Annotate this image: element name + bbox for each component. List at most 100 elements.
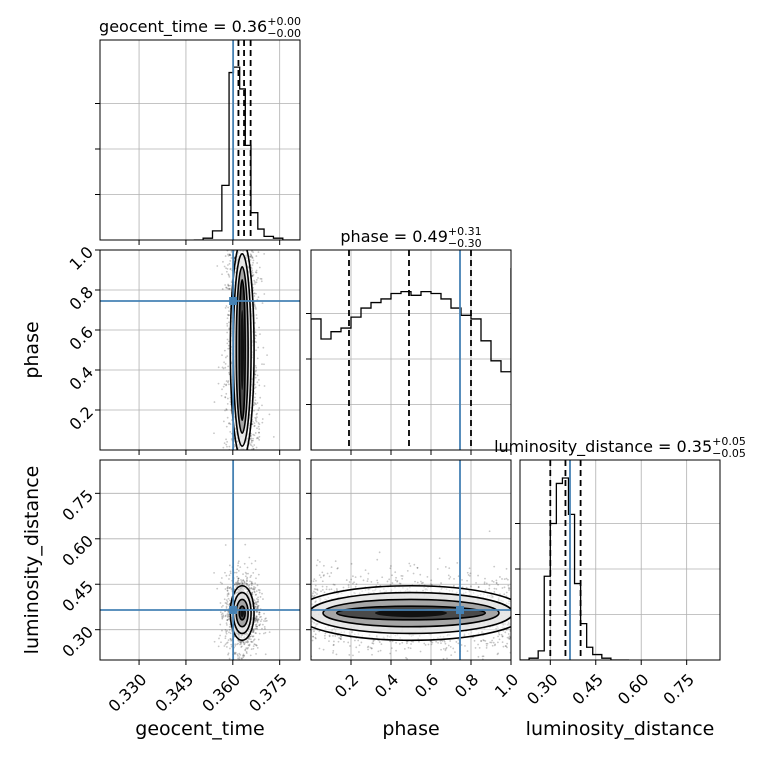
sample-point — [250, 434, 252, 437]
sample-point — [389, 652, 392, 655]
sample-point — [224, 544, 227, 546]
sample-point — [258, 624, 261, 627]
density-core — [375, 608, 447, 618]
sample-point — [316, 589, 319, 592]
sample-point — [224, 614, 227, 617]
sample-point — [257, 596, 259, 599]
sample-point — [480, 640, 483, 642]
sample-point — [226, 629, 228, 632]
sample-point — [260, 615, 262, 618]
sample-point — [255, 644, 258, 647]
sample-point — [353, 581, 356, 584]
sample-point — [227, 306, 230, 309]
sample-point — [226, 615, 229, 617]
sample-point — [216, 587, 219, 590]
sample-point — [225, 642, 228, 645]
sample-point — [255, 271, 258, 274]
sample-point — [221, 388, 223, 391]
sample-point — [220, 606, 223, 608]
sample-point — [323, 634, 326, 637]
sample-point — [255, 618, 258, 621]
sample-point — [261, 404, 263, 407]
sample-point — [321, 589, 324, 591]
sample-point — [369, 646, 372, 649]
sample-point — [216, 265, 219, 267]
sample-point — [253, 629, 255, 632]
sample-point — [236, 653, 239, 656]
sample-point — [224, 306, 227, 309]
sample-point — [332, 583, 335, 586]
sample-point — [257, 613, 260, 616]
sample-point — [389, 565, 392, 567]
sample-point — [247, 644, 250, 647]
sample-point — [222, 604, 224, 607]
sample-point — [453, 577, 455, 580]
sample-point — [406, 569, 409, 572]
sample-point — [250, 640, 253, 643]
sample-point — [254, 399, 257, 402]
sample-point — [255, 623, 258, 626]
sample-point — [499, 576, 501, 578]
sample-point — [372, 642, 375, 645]
sample-point — [229, 637, 232, 640]
sample-point — [226, 331, 229, 334]
sample-point — [495, 579, 498, 582]
sample-point — [251, 640, 254, 643]
sample-point — [332, 650, 335, 652]
y-ticks-phase-c0: 0.2 0.4 0.6 0.8 1.0 — [66, 243, 100, 434]
sample-point — [251, 591, 253, 594]
sample-point — [221, 273, 223, 276]
sample-point — [253, 424, 256, 427]
sample-point — [440, 582, 442, 584]
sample-point — [248, 556, 251, 559]
sample-point — [227, 652, 230, 655]
sample-point — [250, 437, 252, 440]
sample-point — [238, 656, 241, 659]
sample-point — [250, 641, 253, 643]
sample-point — [257, 437, 260, 440]
sample-point — [254, 632, 257, 634]
sample-point — [227, 422, 230, 425]
sample-point — [228, 603, 231, 606]
sample-point — [237, 639, 240, 642]
sample-point — [396, 579, 399, 582]
sample-point — [255, 619, 258, 621]
sample-point — [485, 642, 488, 645]
sample-point — [256, 619, 259, 622]
sample-point — [252, 629, 254, 632]
hist-frame-luminosity_distance — [519, 459, 721, 661]
sample-point — [249, 635, 252, 638]
y-tick-label: 0.30 — [58, 622, 97, 661]
sample-point — [423, 642, 426, 645]
sample-point — [227, 344, 230, 347]
sample-point — [447, 574, 450, 577]
sample-point — [239, 641, 242, 644]
sample-point — [412, 572, 415, 575]
sample-point — [257, 379, 260, 381]
sample-point — [250, 582, 253, 584]
sample-point — [243, 581, 246, 584]
sample-point — [226, 603, 229, 606]
sample-point — [442, 657, 445, 660]
sample-point — [226, 313, 229, 316]
sample-point — [254, 618, 257, 620]
sample-point — [242, 654, 245, 657]
sample-point — [249, 576, 252, 579]
sample-point — [254, 568, 257, 571]
sample-point — [257, 277, 259, 279]
sample-point — [219, 602, 222, 604]
sample-point — [253, 588, 256, 590]
sample-point — [505, 567, 508, 570]
sample-point — [488, 587, 491, 590]
sample-point — [237, 581, 240, 584]
hist-frame-phase — [310, 249, 512, 451]
sample-point — [315, 588, 317, 591]
sample-point — [250, 444, 253, 447]
sample-point — [240, 641, 243, 644]
sample-point — [230, 438, 233, 440]
title-main: phase = 0.49 — [340, 227, 447, 246]
sample-point — [401, 577, 404, 580]
title-plus: +0.00 — [267, 15, 301, 28]
sample-point — [254, 306, 257, 309]
sample-point — [251, 593, 254, 596]
